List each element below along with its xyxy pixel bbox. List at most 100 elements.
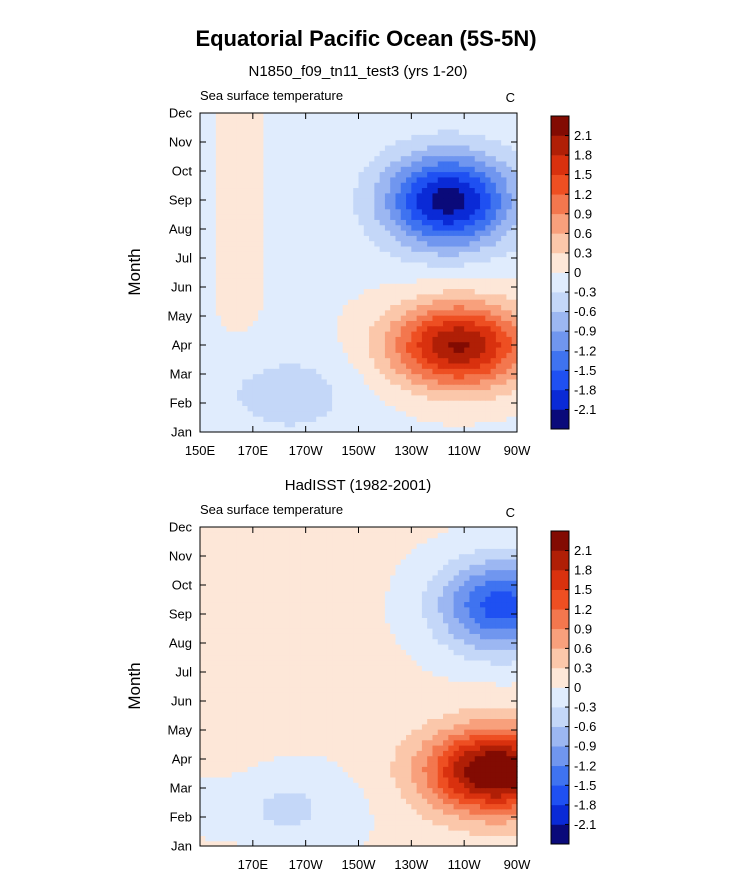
heat-cell (210, 830, 217, 836)
heat-cell (205, 139, 212, 146)
heat-cell (353, 776, 360, 783)
heat-cell (485, 824, 492, 831)
heat-cell (480, 203, 486, 210)
heat-cell (390, 766, 397, 773)
heat-cell (300, 320, 307, 327)
heat-cell (236, 176, 243, 183)
heat-cell (337, 160, 344, 167)
heat-cell (390, 400, 397, 407)
heat-cell (453, 840, 460, 847)
heat-cell (326, 341, 333, 348)
heat-cell (443, 123, 449, 130)
heat-cell (242, 245, 249, 252)
heat-cell (247, 240, 254, 247)
heat-cell (273, 336, 280, 343)
heat-cell (347, 245, 354, 252)
heat-cell (411, 341, 418, 348)
heat-cell (300, 389, 307, 396)
heat-cell (289, 304, 296, 311)
heat-cell (384, 272, 391, 279)
heat-cell (215, 426, 222, 433)
heat-cell (411, 750, 418, 757)
heat-cell (485, 134, 492, 141)
heat-cell (289, 214, 296, 220)
heat-cell (363, 808, 370, 815)
heat-cell (421, 171, 428, 178)
heat-cell (226, 277, 233, 284)
heat-cell (437, 819, 444, 826)
heat-cell (273, 782, 280, 789)
heat-cell (221, 144, 228, 151)
heat-cell (453, 830, 460, 836)
heat-cell (464, 267, 471, 274)
heat-cell (432, 155, 439, 162)
heat-cell (268, 150, 275, 157)
colorbar-label: 0.3 (574, 245, 592, 260)
heat-cell (358, 304, 365, 311)
heat-cell (300, 405, 307, 412)
heat-cell (326, 346, 333, 353)
heat-cell (263, 389, 270, 396)
heat-cell (316, 830, 323, 836)
heat-cell (458, 139, 465, 146)
heat-cell (321, 373, 328, 380)
heat-cell (295, 182, 301, 189)
heat-cell (495, 320, 502, 327)
heat-cell (200, 315, 206, 321)
heat-cell (421, 299, 428, 305)
heat-cell (464, 792, 471, 799)
heat-cell (273, 755, 280, 762)
heat-cell (337, 357, 344, 364)
heat-cell (363, 192, 370, 199)
heat-cell (242, 325, 249, 332)
heat-cell (511, 368, 518, 375)
heat-cell (495, 219, 502, 226)
heat-cell (332, 224, 338, 231)
heat-cell (273, 288, 280, 295)
heat-cell (506, 346, 513, 353)
heat-cell (326, 134, 333, 141)
heat-cell (231, 416, 238, 422)
heat-cell (215, 176, 222, 183)
heat-cell (200, 288, 206, 295)
heat-cell (501, 176, 508, 183)
heat-cell (316, 416, 323, 422)
heat-cell (215, 400, 222, 407)
heat-cell (268, 734, 275, 741)
heat-cell (236, 739, 243, 746)
heat-cell (495, 166, 502, 173)
heat-cell (395, 426, 402, 433)
heat-cell (316, 134, 323, 141)
heat-cell (284, 160, 291, 167)
heat-cell (284, 245, 291, 252)
heat-cell (506, 309, 513, 316)
heat-cell (242, 139, 249, 146)
heat-cell (205, 150, 212, 157)
heat-cell (231, 410, 238, 417)
heat-cell (490, 118, 497, 125)
heat-cell (421, 134, 428, 141)
heat-cell (506, 235, 513, 242)
heat-cell (432, 144, 439, 151)
heat-cell (453, 330, 460, 337)
heat-cell (406, 320, 412, 327)
heat-cell (221, 362, 228, 369)
heat-cell (326, 113, 333, 119)
heat-cell (242, 378, 249, 385)
heat-cell (384, 373, 391, 380)
heat-cell (236, 160, 243, 167)
heat-cell (458, 362, 465, 369)
heat-cell (337, 219, 344, 226)
heat-cell (221, 787, 228, 794)
heat-cell (495, 240, 502, 247)
heat-cell (474, 171, 481, 178)
heat-cell (474, 251, 481, 258)
heat-cell (384, 155, 391, 162)
heat-cell (231, 771, 238, 778)
heat-cell (284, 171, 291, 178)
heat-cell (252, 739, 259, 746)
heat-cell (437, 277, 444, 284)
heat-cell (263, 346, 270, 353)
heat-cell (305, 357, 312, 364)
heat-cell (464, 378, 471, 385)
